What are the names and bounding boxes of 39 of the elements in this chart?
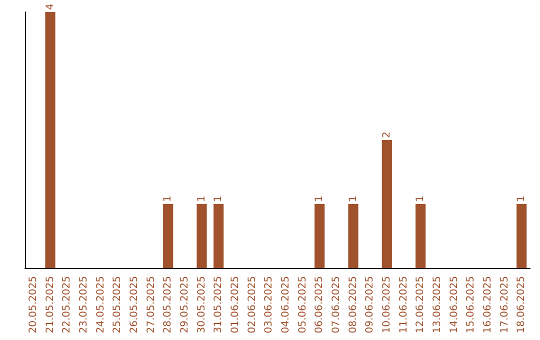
x-tick-label: 24.05.2025 (95, 276, 106, 334)
x-tick-label: 25.05.2025 (112, 276, 124, 334)
x-tick-label: 21.05.2025 (44, 276, 56, 334)
x-tick-label: 01.06.2025 (230, 276, 241, 334)
x-tick-label: 31.05.2025 (213, 276, 224, 334)
data-label: 1 (162, 196, 174, 202)
x-tick-label: 18.06.2025 (516, 276, 528, 334)
x-tick-label: 08.06.2025 (348, 276, 359, 334)
x-tick-label: 05.06.2025 (297, 276, 308, 334)
x-tick-label: 16.06.2025 (482, 276, 494, 334)
x-tick-label: 22.05.2025 (62, 276, 73, 334)
data-label: 1 (213, 196, 224, 202)
x-tick-label: 11.06.2025 (398, 276, 410, 334)
x-tick-label: 04.06.2025 (280, 276, 292, 334)
x-tick-label: 28.05.2025 (162, 276, 174, 334)
x-tick-label: 10.06.2025 (381, 276, 392, 334)
x-tick-label: 12.06.2025 (415, 276, 426, 334)
data-label: 4 (44, 4, 56, 10)
x-tick-label: 30.05.2025 (196, 276, 208, 334)
x-tick-label: 26.05.2025 (128, 276, 140, 334)
x-tick-label: 17.06.2025 (499, 276, 510, 334)
x-tick-label: 06.06.2025 (314, 276, 326, 334)
x-tick-label: 29.05.2025 (179, 276, 190, 334)
data-label: 1 (415, 196, 426, 202)
x-tick-label: 27.05.2025 (146, 276, 157, 334)
x-tick-label: 03.06.2025 (264, 276, 275, 334)
data-label: 1 (196, 196, 208, 202)
x-tick-label: 13.06.2025 (432, 276, 443, 334)
x-tick-label: 02.06.2025 (246, 276, 258, 334)
x-tick-label: 07.06.2025 (330, 276, 342, 334)
x-tick-label: 09.06.2025 (364, 276, 376, 334)
x-tick-label: 14.06.2025 (448, 276, 460, 334)
x-tick-label: 15.06.2025 (466, 276, 477, 334)
x-tick-label: 20.05.2025 (28, 276, 39, 334)
data-label: 1 (348, 196, 359, 202)
data-label: 1 (314, 196, 326, 202)
data-label: 1 (516, 196, 528, 202)
x-tick-label: 23.05.2025 (78, 276, 90, 334)
data-label: 2 (381, 132, 392, 138)
